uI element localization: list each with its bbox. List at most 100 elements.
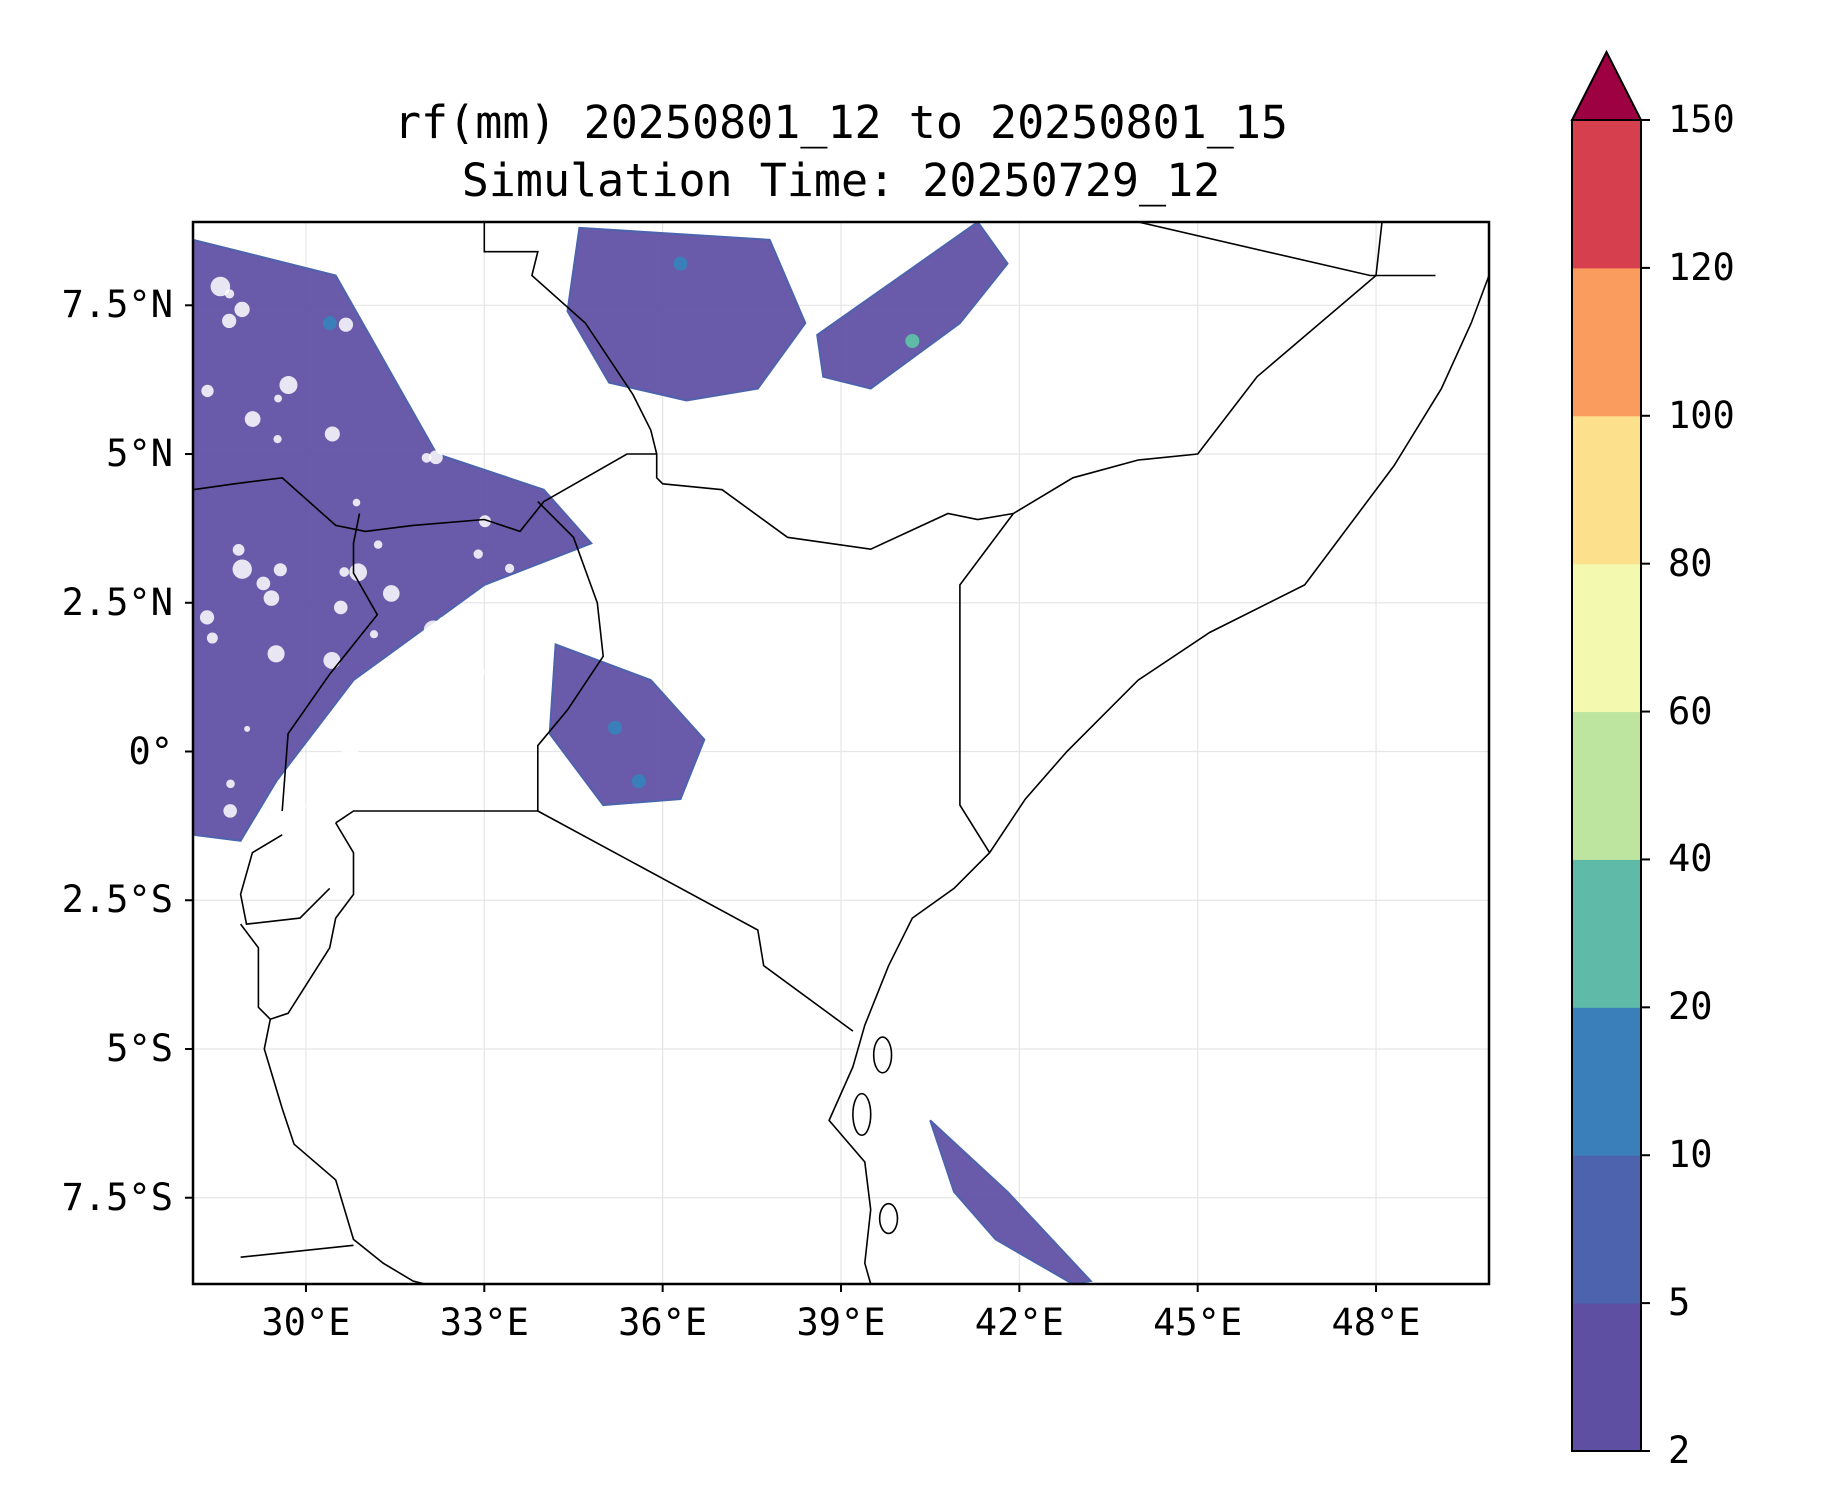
rain-area xyxy=(193,238,594,842)
rain-gap xyxy=(306,769,326,789)
rain-cell xyxy=(608,720,623,735)
rain-gap xyxy=(457,337,466,346)
x-tick-label: 45°E xyxy=(1153,1301,1243,1344)
rain-gap xyxy=(401,772,415,786)
colorbar-segment xyxy=(1572,563,1641,713)
rain-gap xyxy=(331,761,352,782)
border-line xyxy=(270,822,355,1020)
rain-gap xyxy=(339,567,350,577)
rain-area xyxy=(816,222,1009,390)
x-tick-label: 42°E xyxy=(974,1301,1064,1344)
rain-gap xyxy=(429,450,443,465)
rain-area xyxy=(929,1119,1093,1284)
country-borders xyxy=(193,222,1489,1284)
rain-gap xyxy=(199,610,215,625)
rain-gap xyxy=(273,435,282,444)
border-line xyxy=(281,513,379,812)
border-line xyxy=(483,222,658,455)
rain-gap xyxy=(244,411,261,427)
y-tick-label: 7.5°S xyxy=(61,1175,173,1219)
border-line xyxy=(240,1244,354,1258)
gridlines xyxy=(193,222,1489,1284)
rain-gap xyxy=(369,630,379,639)
map-subtitle: Simulation Time: 20250729_12 xyxy=(461,154,1221,207)
colorbar-segment xyxy=(1572,1007,1641,1156)
colorbar-tick-label: 120 xyxy=(1668,245,1735,289)
rain-gap xyxy=(223,804,237,818)
border-line xyxy=(335,501,605,824)
colorbar-tick-label: 20 xyxy=(1668,985,1713,1029)
y-tick-label: 2.5°S xyxy=(61,878,173,922)
colorbar-segment xyxy=(1572,1303,1641,1452)
rain-gap xyxy=(234,301,250,318)
colorbar-segment xyxy=(1572,859,1641,1008)
rain-gap xyxy=(458,723,465,730)
rain-gap xyxy=(479,515,491,528)
rain-gap xyxy=(224,289,235,299)
colorbar-tick-label: 60 xyxy=(1668,689,1713,733)
rain-gap xyxy=(373,540,383,549)
rain-gap xyxy=(494,631,507,644)
rain-gap xyxy=(404,321,414,331)
y-tick-label: 2.5°N xyxy=(61,580,173,624)
rain-gap xyxy=(423,660,443,681)
rain-gap xyxy=(226,779,235,789)
rain-gap xyxy=(206,632,218,644)
rain-gap xyxy=(478,668,486,676)
colorbar-tick-label: 10 xyxy=(1668,1133,1713,1177)
colorbar-segment xyxy=(1572,711,1641,860)
rain-cell xyxy=(905,333,920,348)
colorbar-frame xyxy=(1571,119,1642,1452)
rainfall-field xyxy=(193,222,1093,1284)
rain-area xyxy=(548,642,706,807)
y-tick-label: 5°N xyxy=(106,432,173,476)
y-tick-label: 0° xyxy=(128,729,173,773)
colorbar-tick-label: 80 xyxy=(1668,541,1713,585)
rain-gap xyxy=(408,658,417,667)
rain-gap xyxy=(382,585,400,602)
rain-gap xyxy=(222,313,237,329)
x-tick-label: 48°E xyxy=(1331,1301,1421,1344)
rain-gap xyxy=(473,549,483,559)
island-outline xyxy=(872,1036,893,1074)
rain-gap xyxy=(291,798,307,814)
rain-gap xyxy=(279,376,298,395)
rain-gap xyxy=(210,276,231,297)
rain-gap xyxy=(402,740,412,750)
rain-cell xyxy=(631,774,646,789)
colorbar-tick-label: 5 xyxy=(1668,1281,1691,1325)
rain-gap xyxy=(495,284,514,303)
colorbar xyxy=(1570,49,1650,1452)
rain-gap xyxy=(244,725,251,732)
x-tick-label: 39°E xyxy=(796,1301,886,1344)
rain-gap xyxy=(504,563,515,573)
rain-gap xyxy=(256,576,271,591)
colorbar-tick-label: 100 xyxy=(1668,393,1735,437)
border-line xyxy=(239,834,331,925)
rain-gap xyxy=(324,426,340,442)
colorbar-tick-label: 150 xyxy=(1668,98,1735,141)
border-line xyxy=(1138,222,1436,277)
rain-gap xyxy=(423,620,443,640)
rain-gap xyxy=(263,590,280,606)
border-line xyxy=(537,810,854,1032)
border-line xyxy=(193,453,1014,551)
y-tick-label: 5°S xyxy=(106,1026,173,1070)
rain-gap xyxy=(273,563,287,577)
island-outline xyxy=(852,1092,872,1137)
map-area xyxy=(193,222,1489,1284)
rain-gap xyxy=(350,780,362,792)
rain-cell xyxy=(322,316,337,331)
border-line xyxy=(959,513,1015,854)
rain-area xyxy=(566,226,807,402)
x-tick-label: 30°E xyxy=(261,1301,351,1344)
rain-gap xyxy=(267,645,285,663)
colorbar-extend-arrow xyxy=(1570,49,1643,121)
rain-cell xyxy=(673,256,688,271)
x-tick-label: 33°E xyxy=(439,1301,529,1344)
rain-gap xyxy=(391,767,404,780)
border-line xyxy=(239,923,426,1284)
map-title: rf(mm) 20250801_12 to 20250801_15 xyxy=(393,96,1289,149)
border-line xyxy=(828,275,1489,1284)
rain-gap xyxy=(232,543,245,556)
